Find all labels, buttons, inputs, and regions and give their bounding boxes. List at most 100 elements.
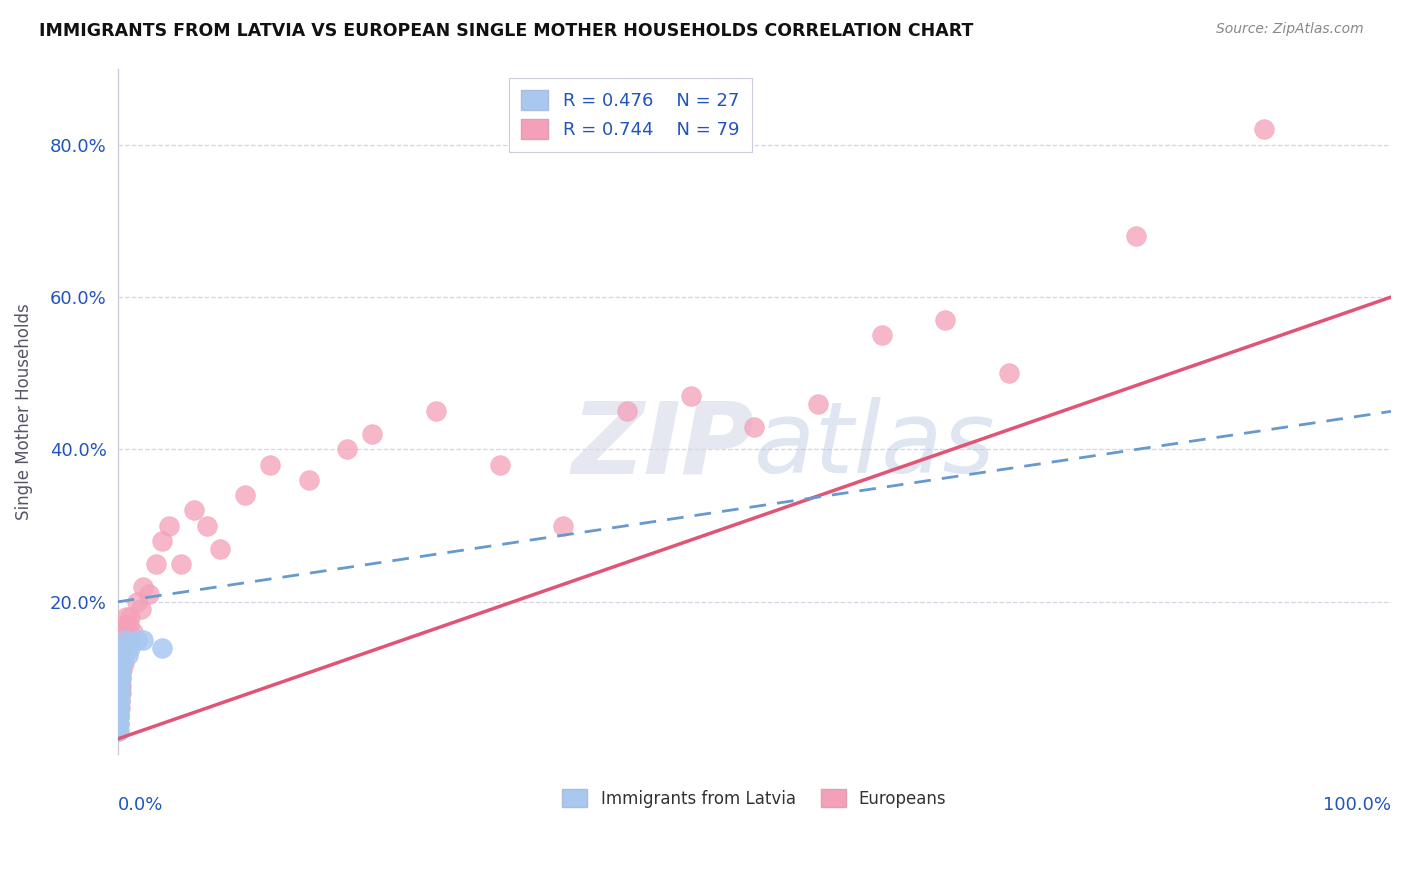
Point [107,724,129,739]
Point [110,664,132,678]
Point [108,679,131,693]
Point [108,709,131,723]
Point [110,671,132,685]
Point [425,404,447,418]
Point [208,541,231,556]
Point [112,632,135,647]
Point [108,686,131,700]
Point [107,709,129,723]
Point [183,503,205,517]
Point [107,709,129,723]
Point [170,557,193,571]
Point [107,701,129,715]
Point [107,709,129,723]
Point [111,664,134,678]
Point [108,686,131,700]
Point [110,671,132,685]
Point [112,648,135,662]
Point [616,404,638,418]
Point [807,397,830,411]
Point [108,694,131,708]
Point [114,617,136,632]
Point [998,366,1021,380]
Point [111,640,134,655]
Legend: Immigrants from Latvia, Europeans: Immigrants from Latvia, Europeans [555,782,953,814]
Point [679,389,702,403]
Point [114,640,136,655]
Point [361,427,384,442]
Point [195,518,218,533]
Point [112,656,135,670]
Point [111,648,134,662]
Point [870,328,893,343]
Y-axis label: Single Mother Households: Single Mother Households [15,303,32,520]
Point [108,701,131,715]
Point [336,442,359,457]
Point [108,671,131,685]
Point [233,488,256,502]
Text: 100.0%: 100.0% [1323,797,1391,814]
Point [150,640,173,655]
Point [110,664,132,678]
Point [120,610,142,624]
Point [744,419,766,434]
Point [117,632,139,647]
Point [110,686,132,700]
Point [298,473,321,487]
Point [110,656,132,670]
Point [107,701,129,715]
Point [107,694,129,708]
Point [111,656,134,670]
Point [111,632,134,647]
Point [107,716,129,731]
Point [125,595,148,609]
Point [108,664,131,678]
Point [108,686,131,700]
Point [108,709,131,723]
Point [110,648,132,662]
Point [132,580,155,594]
Text: 0.0%: 0.0% [118,797,163,814]
Point [112,640,135,655]
Point [107,724,129,739]
Point [553,518,575,533]
Point [110,671,132,685]
Point [110,656,132,670]
Point [150,533,173,548]
Point [110,686,132,700]
Point [108,686,131,700]
Point [108,694,131,708]
Point [129,602,152,616]
Point [107,716,129,731]
Point [117,648,139,662]
Point [108,701,131,715]
Point [145,557,167,571]
Point [108,671,131,685]
Point [259,458,281,472]
Point [488,458,510,472]
Point [138,587,160,601]
Point [1125,229,1147,244]
Point [1253,122,1275,136]
Point [108,679,131,693]
Point [108,716,131,731]
Point [107,701,129,715]
Text: atlas: atlas [755,397,995,494]
Point [107,686,129,700]
Point [111,625,134,640]
Point [111,640,134,655]
Point [122,625,145,640]
Point [107,686,129,700]
Point [108,679,131,693]
Point [107,709,129,723]
Point [115,625,138,640]
Point [114,632,136,647]
Point [132,632,155,647]
Point [120,640,142,655]
Point [108,701,131,715]
Text: IMMIGRANTS FROM LATVIA VS EUROPEAN SINGLE MOTHER HOUSEHOLDS CORRELATION CHART: IMMIGRANTS FROM LATVIA VS EUROPEAN SINGL… [39,22,974,40]
Point [110,679,132,693]
Point [111,648,134,662]
Point [115,610,138,624]
Point [108,694,131,708]
